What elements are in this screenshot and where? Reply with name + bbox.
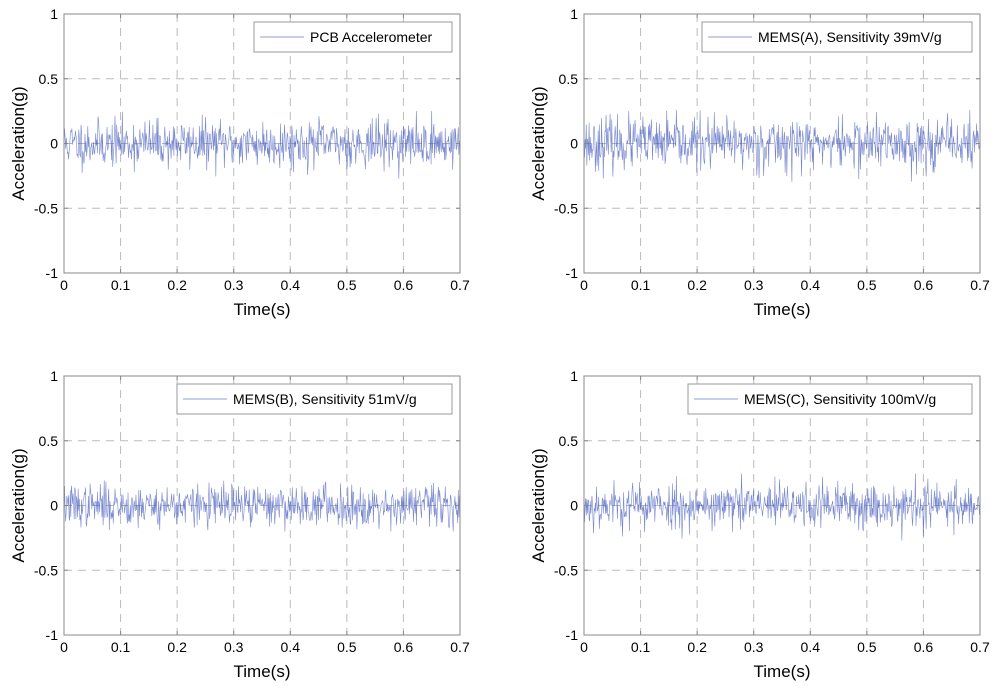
x-tick-label: 0.5 (337, 277, 357, 293)
x-tick-label: 0.5 (337, 639, 357, 655)
y-axis-label: Acceleration(g) (9, 448, 28, 562)
chart-panel-2: 0 0.1 0.2 0.3 0.4 0.5 0.6 0.7 -1 -0.5 0 0.5 1 Time(s)… (529, 6, 990, 319)
x-axis-label: Time(s) (754, 662, 811, 681)
x-tick-label: 0.4 (281, 277, 301, 293)
x-tick-label: 0.5 (857, 277, 877, 293)
x-tick-label: 0.2 (167, 639, 187, 655)
x-tick-label: 0.5 (857, 639, 877, 655)
chart-panel-4: 0 0.1 0.2 0.3 0.4 0.5 0.6 0.7 -1 -0.5 0 0.5 1 Time(s)… (529, 368, 990, 681)
x-tick-label: 0.6 (394, 277, 414, 293)
legend-label: PCB Accelerometer (310, 29, 432, 45)
x-axis-label: Time(s) (234, 300, 291, 319)
y-tick-label: 0 (570, 136, 578, 152)
y-tick-label: -0.5 (34, 200, 58, 216)
y-tick-label: 1 (570, 368, 578, 384)
legend-label: MEMS(B), Sensitivity 51mV/g (233, 391, 417, 407)
y-tick-label: 1 (570, 6, 578, 22)
x-tick-label: 0.4 (281, 639, 301, 655)
y-tick-label: 0 (50, 498, 58, 514)
x-tick-label: 0.7 (970, 277, 990, 293)
y-tick-label: 0.5 (39, 433, 59, 449)
y-tick-label: -0.5 (554, 200, 578, 216)
y-tick-label: 0 (570, 498, 578, 514)
x-tick-label: 0.7 (450, 277, 470, 293)
chart-panel-1: 0 0.1 0.2 0.3 0.4 0.5 0.6 0.7 -1 -0.5 0 0.5 1 Time(s)… (9, 6, 470, 319)
x-tick-label: 0.2 (687, 639, 707, 655)
series-line (583, 473, 981, 541)
x-tick-label: 0.6 (394, 639, 414, 655)
x-tick-label: 0.6 (914, 639, 934, 655)
x-tick-label: 0.7 (450, 639, 470, 655)
x-tick-label: 0.7 (970, 639, 990, 655)
y-tick-label: 0 (50, 136, 58, 152)
y-tick-label: -0.5 (554, 562, 578, 578)
series-line (63, 111, 461, 179)
x-tick-label: 0 (580, 277, 588, 293)
x-tick-label: 0.2 (167, 277, 187, 293)
y-tick-label: -1 (566, 265, 579, 281)
x-tick-label: 0.3 (744, 639, 764, 655)
y-tick-label: 1 (50, 6, 58, 22)
legend-label: MEMS(A), Sensitivity 39mV/g (758, 29, 942, 45)
x-tick-label: 0.1 (111, 277, 131, 293)
y-axis-label: Acceleration(g) (529, 448, 548, 562)
x-tick-label: 0 (60, 639, 68, 655)
y-tick-label: -0.5 (34, 562, 58, 578)
x-tick-label: 0.1 (631, 277, 651, 293)
x-tick-label: 0.6 (914, 277, 934, 293)
y-tick-label: 0.5 (559, 71, 579, 87)
x-tick-label: 0.3 (224, 277, 244, 293)
y-tick-label: -1 (46, 265, 59, 281)
y-axis-label: Acceleration(g) (9, 86, 28, 200)
x-tick-label: 0.3 (744, 277, 764, 293)
x-tick-label: 0 (60, 277, 68, 293)
y-axis-label: Acceleration(g) (529, 86, 548, 200)
x-axis-label: Time(s) (234, 662, 291, 681)
x-tick-label: 0.2 (687, 277, 707, 293)
x-axis-label: Time(s) (754, 300, 811, 319)
x-tick-label: 0.4 (801, 277, 821, 293)
x-tick-label: 0.1 (111, 639, 131, 655)
chart-panel-3: 0 0.1 0.2 0.3 0.4 0.5 0.6 0.7 -1 -0.5 0 0.5 1 Time(s)… (9, 368, 470, 681)
y-tick-label: 1 (50, 368, 58, 384)
x-tick-label: 0 (580, 639, 588, 655)
series-line (63, 480, 461, 532)
x-tick-label: 0.3 (224, 639, 244, 655)
x-tick-label: 0.1 (631, 639, 651, 655)
series-line (583, 109, 981, 182)
legend-label: MEMS(C), Sensitivity 100mV/g (744, 391, 936, 407)
x-tick-label: 0.4 (801, 639, 821, 655)
y-tick-label: 0.5 (559, 433, 579, 449)
y-tick-label: -1 (46, 627, 59, 643)
y-tick-label: -1 (566, 627, 579, 643)
y-tick-label: 0.5 (39, 71, 59, 87)
